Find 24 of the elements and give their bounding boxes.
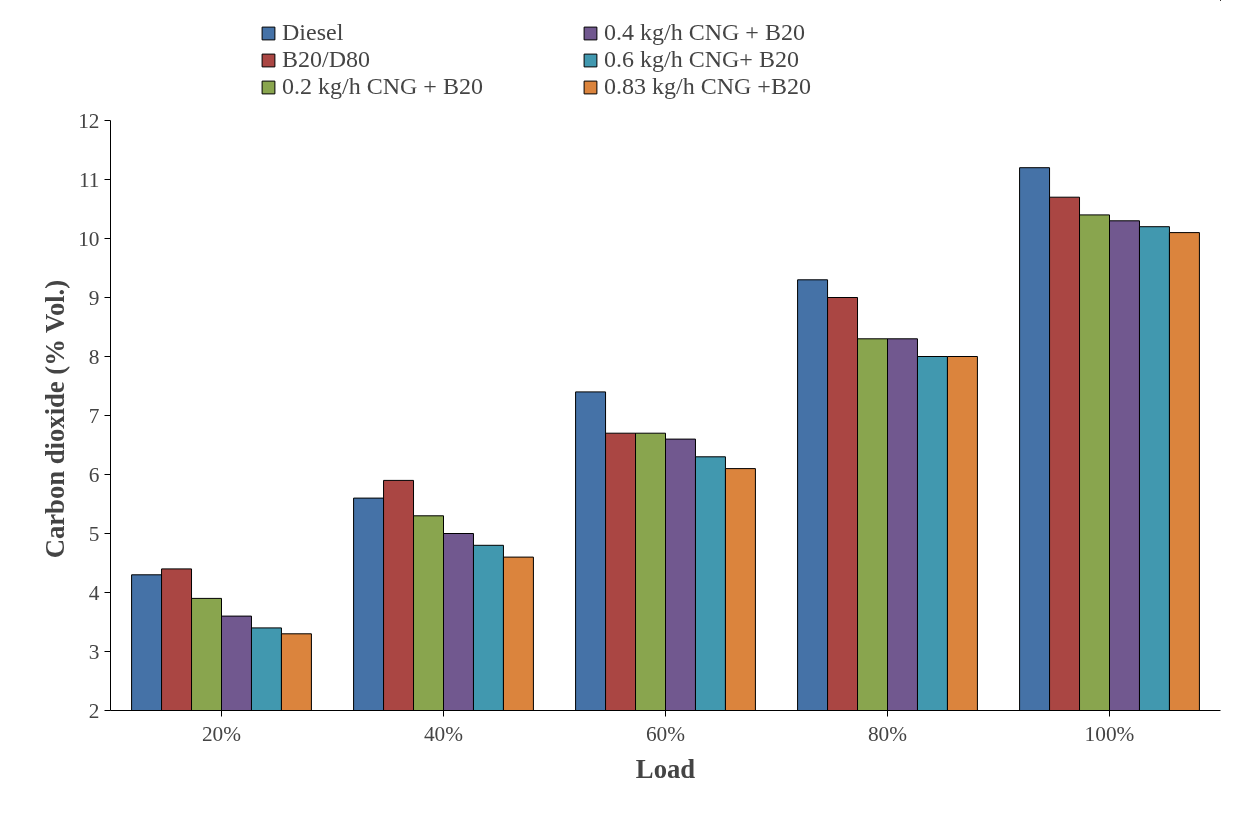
y-tick-label: 6	[88, 462, 100, 487]
y-tick-label: 4	[88, 580, 100, 605]
legend-label: 0.6 kg/h CNG+ B20	[604, 46, 800, 73]
y-tick-label: 11	[78, 167, 100, 192]
x-tick-label: 40%	[423, 721, 464, 746]
legend-label: 0.4 kg/h CNG + B20	[604, 19, 806, 46]
y-tick-label: 3	[88, 639, 100, 664]
y-tick-label: 9	[88, 285, 100, 310]
y-tick-label: 5	[88, 521, 100, 546]
legend-label: B20/D80	[282, 46, 371, 73]
x-tick-label: 60%	[645, 721, 686, 746]
y-tick-label: 7	[88, 403, 100, 428]
y-tick-label: 10	[78, 226, 100, 251]
legend-label: 0.83 kg/h CNG +B20	[604, 73, 812, 100]
y-tick-label: 12	[78, 108, 100, 133]
x-tick-label: 80%	[867, 721, 908, 746]
y-axis-title: Carbon dioxide (% Vol.)	[40, 279, 71, 559]
y-tick-label: 2	[88, 698, 100, 723]
x-tick-label: 100%	[1084, 721, 1135, 746]
x-tick-label: 20%	[201, 721, 242, 746]
legend-label: 0.2 kg/h CNG + B20	[282, 73, 484, 100]
x-axis-title: Load	[635, 753, 696, 784]
y-tick-label: 8	[88, 344, 100, 369]
legend-label: Diesel	[282, 19, 345, 46]
